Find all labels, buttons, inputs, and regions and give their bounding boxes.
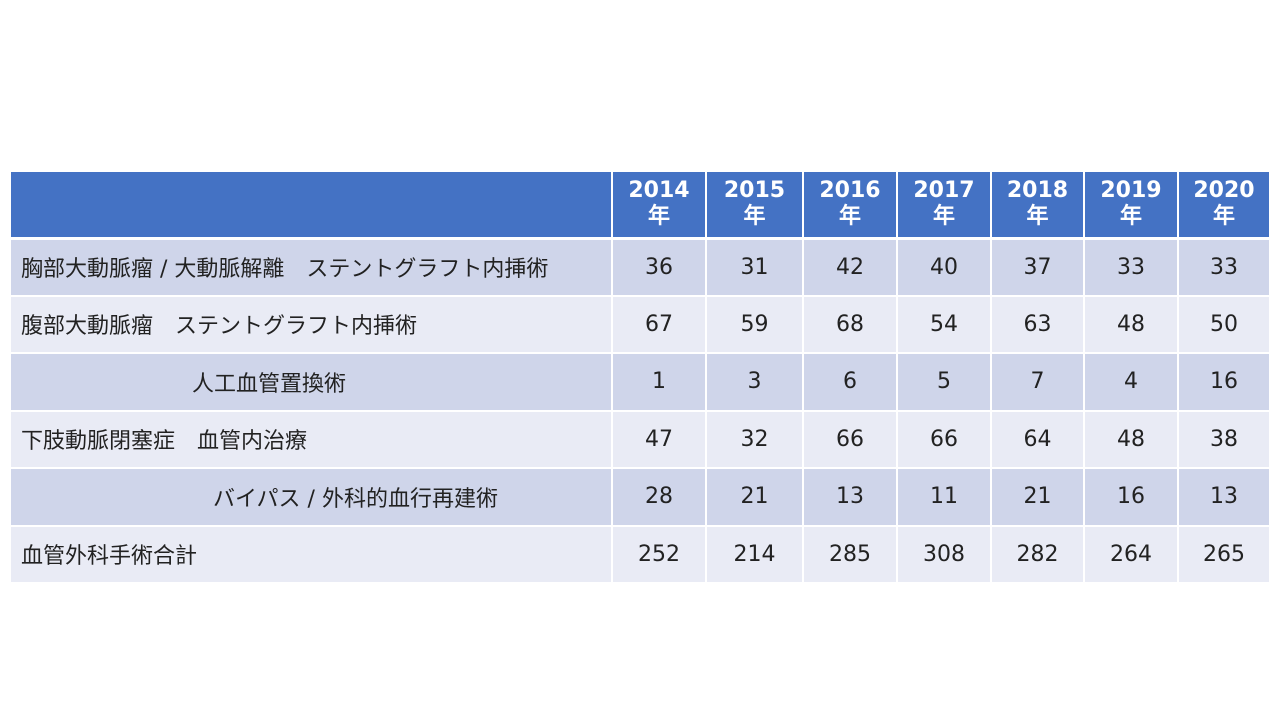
year-number: 2016 <box>819 178 881 204</box>
table-cell: 59 <box>706 295 804 354</box>
year-number: 2019 <box>1100 178 1162 204</box>
table-cell: 6 <box>803 353 898 412</box>
table-cell: 33 <box>1178 238 1269 297</box>
table-cell: 7 <box>991 353 1085 412</box>
table-cell: 40 <box>897 238 992 297</box>
header-year-2014: 2014 年 <box>612 172 707 240</box>
table-cell: 67 <box>612 295 707 354</box>
table-cell: 32 <box>706 410 804 469</box>
row-label: 腹部大動脈瘤 ステントグラフト内挿術 <box>11 295 613 354</box>
table-cell: 264 <box>1084 525 1179 584</box>
year-suffix: 年 <box>1119 204 1142 230</box>
table-cell: 1 <box>612 353 707 412</box>
table-cell: 11 <box>897 468 992 527</box>
table-row: 下肢動脈閉塞症 血管内治療 47 32 66 66 64 48 38 <box>11 410 1269 469</box>
table-cell: 37 <box>991 238 1085 297</box>
table-cell: 21 <box>991 468 1085 527</box>
year-number: 2018 <box>1006 178 1069 204</box>
table-cell: 42 <box>803 238 898 297</box>
year-suffix: 年 <box>743 204 766 230</box>
table-cell: 50 <box>1178 295 1269 354</box>
table-cell: 48 <box>1084 295 1179 354</box>
table-row: 人工血管置換術 1 3 6 5 7 4 16 <box>11 353 1269 412</box>
table-cell: 285 <box>803 525 898 584</box>
table-row: バイパス / 外科的血行再建術 28 21 13 11 21 16 13 <box>11 468 1269 527</box>
header-year-2017: 2017 年 <box>897 172 992 240</box>
table-cell: 68 <box>803 295 898 354</box>
table-cell: 13 <box>1178 468 1269 527</box>
table-cell: 282 <box>991 525 1085 584</box>
table-cell: 265 <box>1178 525 1269 584</box>
table-cell: 308 <box>897 525 992 584</box>
table-cell: 21 <box>706 468 804 527</box>
table-cell: 66 <box>897 410 992 469</box>
table-cell: 16 <box>1178 353 1269 412</box>
table-row-total: 血管外科手術合計 252 214 285 308 282 264 265 <box>11 525 1269 584</box>
table-header-row: 2014 年 2015 年 2016 年 2017 年 2018 年 2019 年 2020… <box>11 172 1269 240</box>
year-number: 2014 <box>628 178 690 204</box>
table-cell: 3 <box>706 353 804 412</box>
table-cell: 63 <box>991 295 1085 354</box>
surgery-statistics-table: 2014 年 2015 年 2016 年 2017 年 2018 年 2019 年 2020… <box>11 172 1269 584</box>
year-suffix: 年 <box>1026 204 1049 230</box>
surgery-statistics-table-container: 2014 年 2015 年 2016 年 2017 年 2018 年 2019 年 2020… <box>11 172 1269 584</box>
year-number: 2015 <box>723 178 786 204</box>
table-row: 胸部大動脈瘤 / 大動脈解離 ステントグラフト内挿術 36 31 42 40 3… <box>11 238 1269 297</box>
table-cell: 16 <box>1084 468 1179 527</box>
year-number: 2020 <box>1193 178 1255 204</box>
table-cell: 54 <box>897 295 992 354</box>
table-cell: 36 <box>612 238 707 297</box>
table-cell: 31 <box>706 238 804 297</box>
table-cell: 5 <box>897 353 992 412</box>
table-cell: 38 <box>1178 410 1269 469</box>
year-suffix: 年 <box>932 204 955 230</box>
table-cell: 13 <box>803 468 898 527</box>
table-cell: 252 <box>612 525 707 584</box>
header-year-2019: 2019 年 <box>1084 172 1179 240</box>
table-cell: 48 <box>1084 410 1179 469</box>
table-row: 腹部大動脈瘤 ステントグラフト内挿術 67 59 68 54 63 48 50 <box>11 295 1269 354</box>
year-suffix: 年 <box>838 204 861 230</box>
row-label: 人工血管置換術 <box>11 353 613 412</box>
table-cell: 33 <box>1084 238 1179 297</box>
year-suffix: 年 <box>647 204 670 230</box>
table-cell: 4 <box>1084 353 1179 412</box>
table-cell: 214 <box>706 525 804 584</box>
row-label: 下肢動脈閉塞症 血管内治療 <box>11 410 613 469</box>
year-number: 2017 <box>913 178 975 204</box>
table-cell: 47 <box>612 410 707 469</box>
table-cell: 28 <box>612 468 707 527</box>
header-year-2020: 2020 年 <box>1178 172 1269 240</box>
table-cell: 64 <box>991 410 1085 469</box>
header-year-2015: 2015 年 <box>706 172 804 240</box>
row-label: 胸部大動脈瘤 / 大動脈解離 ステントグラフト内挿術 <box>11 238 613 297</box>
header-label-cell <box>11 172 613 240</box>
row-label: バイパス / 外科的血行再建術 <box>11 468 613 527</box>
header-year-2016: 2016 年 <box>803 172 898 240</box>
table-cell: 66 <box>803 410 898 469</box>
year-suffix: 年 <box>1212 204 1235 230</box>
header-year-2018: 2018 年 <box>991 172 1085 240</box>
row-label: 血管外科手術合計 <box>11 525 613 584</box>
